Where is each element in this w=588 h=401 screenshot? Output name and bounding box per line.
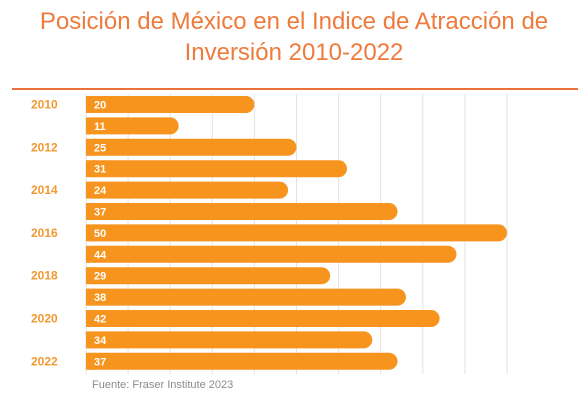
bar-left-edge [86,138,96,156]
bar-2018 [86,267,331,285]
bar-2019 [86,288,406,306]
bar-2010 [86,96,255,113]
chart-title-line-2: Inversión 2010-2022 [184,39,404,66]
year-label: 2020 [31,312,58,326]
value-label: 25 [94,142,106,154]
bar-left-edge [86,160,96,178]
year-tick-labels: 2010 2012 2014 2016 2018 2020 2022 [31,98,58,369]
bar-left-edge [86,96,96,113]
bar-2020 [86,310,440,327]
year-label: 2022 [31,354,58,368]
value-label: 24 [94,185,107,197]
value-label: 20 [94,100,106,112]
value-label: 50 [94,228,106,240]
bar-left-edge [86,352,96,370]
bar-2014 [86,181,289,199]
bar-left-edge [86,331,96,349]
value-label: 37 [94,356,106,368]
bar-2015 [86,203,398,220]
bar-left-edge [86,288,96,306]
bar-2013 [86,160,348,178]
bar-left-edge [86,310,96,327]
source-note: Fuente: Fraser Institute 2023 [92,379,234,391]
bar-2012 [86,138,297,156]
bar-left-edge [86,267,96,285]
year-label: 2018 [31,269,58,283]
bar-left-edge [86,117,96,135]
value-label: 34 [94,335,107,347]
bar-2011 [86,117,179,135]
value-label: 29 [94,271,106,283]
value-label: 44 [94,249,107,261]
year-label: 2010 [31,98,58,112]
value-label: 11 [94,121,106,133]
bar-left-edge [86,245,96,263]
value-label: 37 [94,207,106,219]
chart-title-line-1: Posición de México en el Indice de Atrac… [39,8,549,35]
bar-left-edge [86,224,96,242]
year-label: 2016 [31,226,58,240]
value-label: 31 [94,164,106,176]
bar-2016 [86,224,507,242]
title-divider [12,88,578,90]
chart-title: Posición de México en el Indice de Atrac… [0,6,588,68]
value-label: 42 [94,314,106,326]
value-label: 38 [94,292,106,304]
year-label: 2012 [31,140,58,154]
bar-2021 [86,331,373,349]
bar-2022 [86,352,398,370]
bar-left-edge [86,181,96,199]
year-label: 2014 [31,183,58,197]
bars: 20 11 25 31 24 37 50 44 29 38 42 34 37 [86,96,507,370]
bar-2017 [86,245,457,263]
bar-left-edge [86,203,96,220]
